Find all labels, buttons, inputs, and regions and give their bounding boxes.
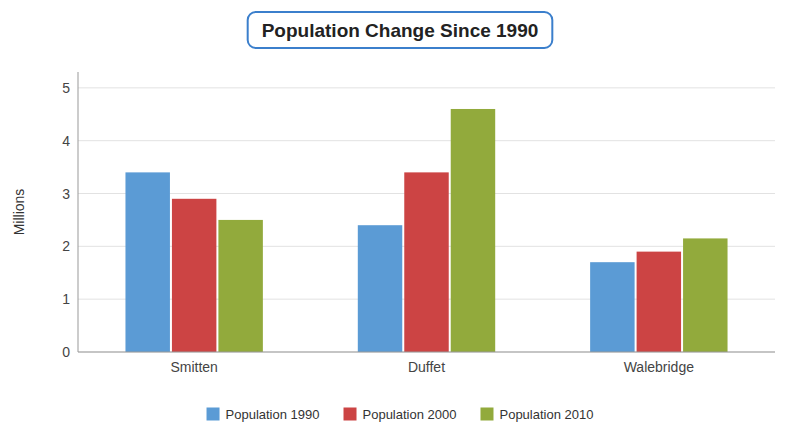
legend-item: Population 2000 [344, 407, 457, 422]
bar [404, 172, 448, 352]
x-tick-label: Duffet [408, 359, 445, 375]
y-tick-label: 5 [62, 80, 70, 96]
x-tick-label: Smitten [170, 359, 217, 375]
bar [590, 262, 634, 352]
legend-item: Population 1990 [207, 407, 320, 422]
bar [125, 172, 169, 352]
title-box [248, 12, 553, 48]
y-axis [78, 72, 79, 352]
legend-item: Population 2010 [480, 407, 593, 422]
y-tick-label: 1 [62, 291, 70, 307]
grid-line [78, 140, 775, 141]
bar [451, 109, 495, 352]
y-axis-label: Millions [11, 189, 27, 236]
title: Population Change Since 1990 [262, 20, 539, 41]
y-tick-label: 3 [62, 186, 70, 202]
bar [683, 238, 727, 352]
legend-swatch [344, 408, 357, 421]
legend-label: Population 2000 [363, 407, 457, 422]
bar [358, 225, 402, 352]
y-tick-label: 2 [62, 238, 70, 254]
bar [218, 220, 262, 352]
y-tick-label: 0 [62, 344, 70, 360]
grid-line [78, 87, 775, 88]
x-tick-label: Walebridge [624, 359, 695, 375]
bar [637, 252, 681, 352]
bar [172, 199, 216, 352]
grid-line [78, 352, 775, 353]
legend-label: Population 2010 [499, 407, 593, 422]
y-tick-label: 4 [62, 133, 70, 149]
legend-label: Population 1990 [226, 407, 320, 422]
x-axis [78, 352, 775, 353]
legend-swatch [207, 408, 220, 421]
chart: Population Change Since 1990 0 1 2 3 4 5 Millio… [0, 0, 800, 434]
legend-swatch [480, 408, 493, 421]
bars [125, 109, 727, 352]
legend: Population 1990 Population 2000 Population… [207, 407, 594, 422]
title-group: Population Change Since 1990 [248, 12, 553, 48]
